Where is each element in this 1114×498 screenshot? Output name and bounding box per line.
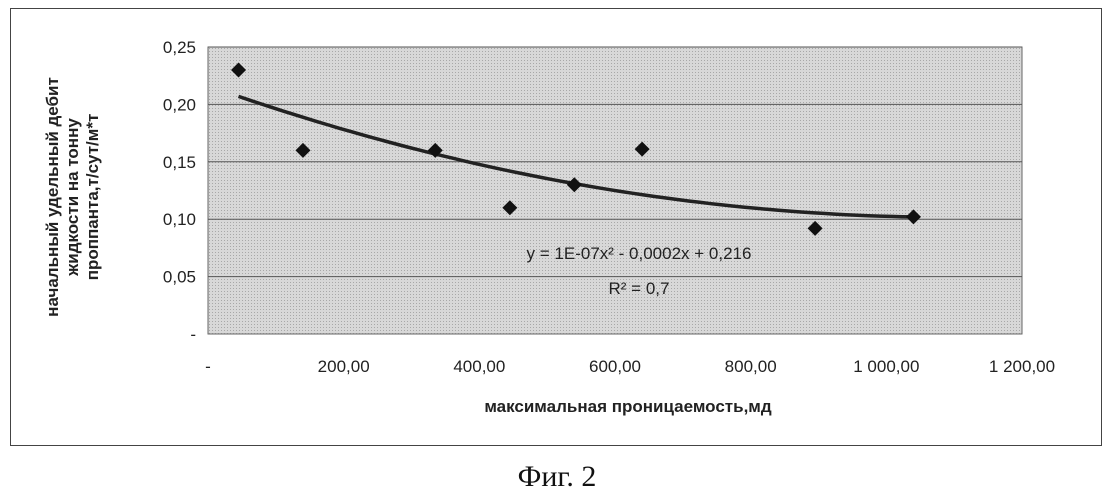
y-tick-label: - <box>190 325 196 344</box>
x-tick-label: 200,00 <box>318 357 370 376</box>
y-tick-label: 0,10 <box>163 210 196 229</box>
trendline-r-squared: R² = 0,7 <box>609 279 670 298</box>
x-tick-label: 1 000,00 <box>853 357 919 376</box>
x-tick-label: 1 200,00 <box>989 357 1055 376</box>
trendline-equation: y = 1E-07x² - 0,0002x + 0,216 <box>527 244 752 263</box>
y-tick-label: 0,15 <box>163 153 196 172</box>
y-tick-label: 0,25 <box>163 38 196 57</box>
x-tick-label: 800,00 <box>725 357 777 376</box>
figure-caption: Фиг. 2 <box>0 460 1114 494</box>
x-tick-label: 400,00 <box>453 357 505 376</box>
y-tick-label: 0,20 <box>163 95 196 114</box>
x-axis-title: максимальная проницаемость,мд <box>484 397 772 416</box>
scatter-chart: - 0,05 0,10 0,15 0,20 0,25 - 200,00 400,00 600,00… <box>11 9 1103 447</box>
x-tick-label: - <box>205 357 211 376</box>
y-tick-label: 0,05 <box>163 268 196 287</box>
y-axis-title-line-2: жидкости на тонну <box>63 118 82 277</box>
y-axis-title-line-1: начальный удельный дебит <box>43 77 62 317</box>
y-axis-title-line-3: проппанта,т/сут/м*т <box>83 114 102 281</box>
chart-frame: - 0,05 0,10 0,15 0,20 0,25 - 200,00 400,00 600,00… <box>10 8 1102 446</box>
x-tick-label: 600,00 <box>589 357 641 376</box>
